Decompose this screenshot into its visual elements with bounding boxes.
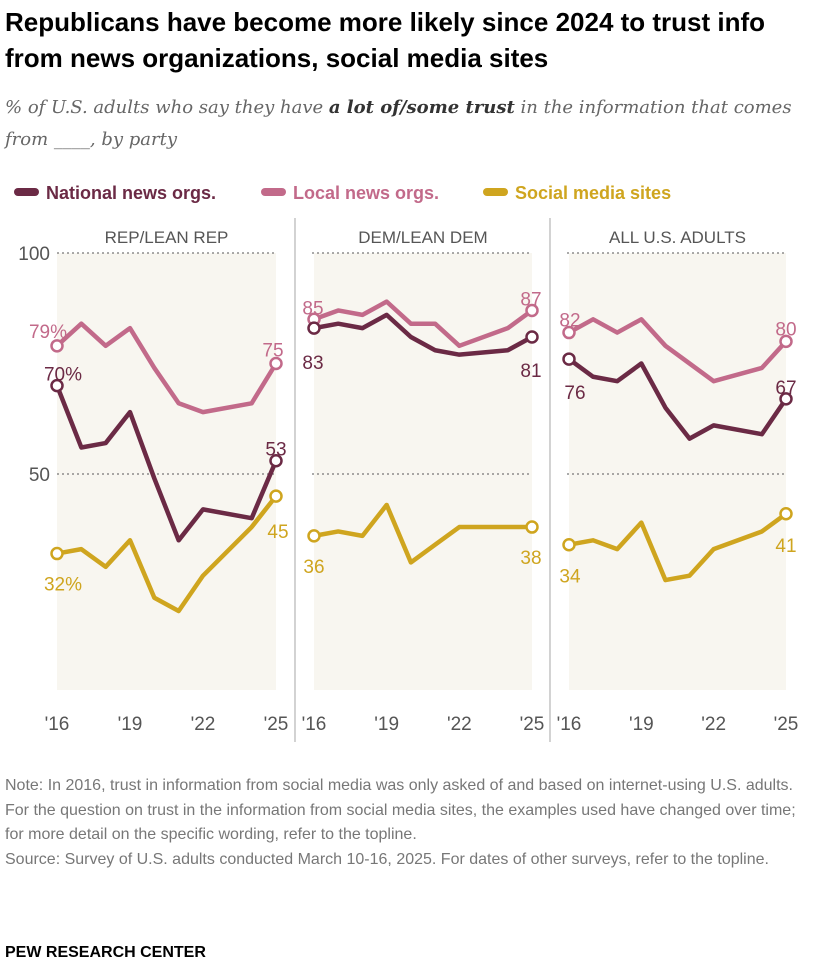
source-text: Source: Survey of U.S. adults conducted … <box>5 850 769 868</box>
data-label: 80 <box>775 319 796 340</box>
chart-subtitle: % of U.S. adults who say they have a lot… <box>5 92 815 156</box>
legend-label: Social media sites <box>515 183 671 203</box>
x-tick-label: '25 <box>520 714 545 735</box>
series-line-social-media-sites <box>568 511 788 583</box>
footer-brand: PEW RESEARCH CENTER <box>5 944 206 961</box>
data-label: 82 <box>559 311 580 332</box>
x-tick-label: '22 <box>447 714 472 735</box>
panel-title: DEM/LEAN DEM <box>358 228 487 247</box>
data-point-marker <box>50 339 64 353</box>
panel-background <box>314 253 532 690</box>
data-label: 81 <box>520 361 541 382</box>
data-point-marker <box>50 378 64 393</box>
series-line-local-news-orgs- <box>55 321 278 415</box>
series-line-local-news-orgs- <box>313 299 534 349</box>
data-point-marker <box>562 325 576 340</box>
subtitle-text-end: in the information that comes from ____,… <box>5 97 792 150</box>
data-label: 41 <box>775 536 796 557</box>
data-point-marker <box>525 520 539 534</box>
chart: National news orgs. Local news orgs. Socia… <box>14 183 799 742</box>
chart-title: Republicans have become more likely sinc… <box>5 7 766 73</box>
legend-label: Local news orgs. <box>293 183 439 203</box>
data-label: 38 <box>520 548 541 569</box>
data-point-marker <box>779 392 793 406</box>
data-label: 67 <box>775 378 796 399</box>
series-line-national-news-orgs- <box>54 384 279 543</box>
data-point-marker <box>525 330 539 344</box>
x-tick-label: '19 <box>118 714 143 735</box>
y-tick-label: 50 <box>29 465 50 486</box>
data-point-marker <box>50 546 64 561</box>
y-tick-label: 100 <box>18 244 50 265</box>
x-tick-label: '25 <box>264 714 289 735</box>
data-point-marker <box>269 356 283 371</box>
data-label: 87 <box>520 289 541 310</box>
data-point-marker <box>562 352 576 366</box>
data-point-marker <box>525 303 539 318</box>
subtitle-text: % of U.S. adults who say they have <box>5 97 329 118</box>
data-point-marker <box>307 321 321 335</box>
x-tick-label: '16 <box>45 714 70 735</box>
subtitle-emphasis: a lot of/some trust <box>328 97 515 118</box>
legend-label: National news orgs. <box>46 183 216 203</box>
data-label: 79% <box>29 322 67 343</box>
note-text: Note: In 2016, trust in information from… <box>5 777 796 843</box>
data-point-marker <box>269 489 283 503</box>
data-point-marker <box>307 529 321 543</box>
data-label: 53 <box>265 440 286 461</box>
data-label: 76 <box>564 383 585 404</box>
x-tick-label: '22 <box>191 714 216 735</box>
x-tick-label: '16 <box>302 714 327 735</box>
data-label: 32% <box>44 575 82 596</box>
series-line-local-news-orgs- <box>567 317 788 384</box>
x-tick-label: '19 <box>629 714 654 735</box>
x-tick-label: '25 <box>774 714 799 735</box>
data-label: 36 <box>303 557 324 578</box>
panel-background <box>57 253 276 690</box>
series-line-national-news-orgs- <box>313 312 534 357</box>
data-label: 34 <box>559 567 581 588</box>
panel-title: ALL U.S. ADULTS <box>609 228 746 247</box>
x-tick-label: '19 <box>374 714 399 735</box>
x-tick-label: '22 <box>701 714 726 735</box>
x-tick-label: '16 <box>557 714 582 735</box>
panel-background <box>569 253 786 690</box>
notes: Note: In 2016, trust in information from… <box>5 774 810 872</box>
series-line-social-media-sites <box>313 502 532 565</box>
data-point-marker <box>779 334 793 349</box>
data-label: 83 <box>302 353 323 374</box>
series-line-national-news-orgs- <box>567 357 788 441</box>
data-label: 45 <box>267 522 288 543</box>
data-label: 85 <box>302 298 323 319</box>
panel-title: REP/LEAN REP <box>105 228 229 247</box>
data-label: 70% <box>44 365 82 386</box>
data-label: 75 <box>262 341 283 362</box>
data-point-marker <box>269 453 283 468</box>
series-line-social-media-sites <box>56 494 278 614</box>
data-point-marker <box>779 507 793 521</box>
data-point-marker <box>562 537 576 552</box>
